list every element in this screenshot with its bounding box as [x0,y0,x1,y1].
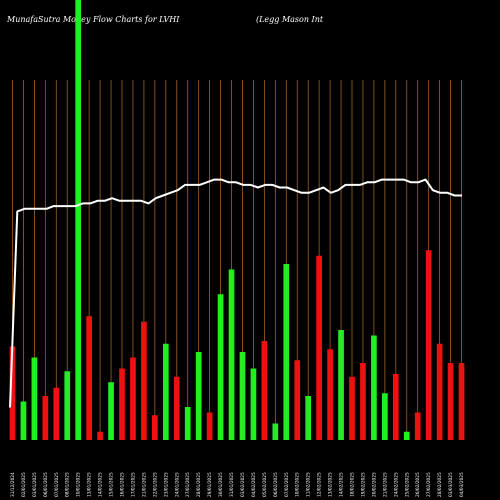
x-tick-label: 03/03/2025 [448,472,454,497]
x-tick-label: 10/02/2025 [295,472,301,497]
money-flow-bar [195,352,202,440]
money-flow-bar [173,376,180,440]
money-flow-bar [64,371,71,440]
x-tick-label: 15/01/2025 [109,472,115,497]
money-flow-bar [425,250,432,440]
money-flow-bar [349,376,355,440]
money-flow-bar [272,423,279,440]
x-tick-label: 12/02/2025 [317,472,323,497]
x-tick-label: 14/01/2025 [98,472,104,497]
x-tick-label: 05/02/2025 [262,472,268,497]
x-tick-label: 17/01/2025 [131,472,137,497]
x-tick-label: 28/02/2025 [437,472,443,497]
x-tick-label: 04/02/2025 [251,472,257,497]
x-tick-label: 11/02/2025 [306,472,312,497]
money-flow-bar [152,415,158,440]
x-tick-label: 23/01/2025 [163,472,169,497]
chart-title: MunafaSutra Money Flow Charts for LVHI [6,15,180,24]
money-flow-bar [371,335,377,440]
x-tick-label: 31/12/2024 [10,472,16,497]
money-flow-bars [9,0,465,440]
money-flow-bar [108,382,114,440]
x-tick-label: 31/01/2025 [229,472,235,497]
x-tick-label: 18/02/2025 [350,472,356,497]
price-line-layer [9,178,462,408]
money-flow-bar [283,264,290,440]
money-flow-bar [86,316,92,440]
money-flow-bar [447,363,454,440]
money-flow-bar [414,412,421,440]
money-flow-bar [392,374,399,440]
money-flow-bar [42,396,49,440]
x-tick-label: 25/02/2025 [404,472,410,497]
money-flow-bar [119,368,125,440]
x-tick-label: 03/01/2025 [32,472,38,497]
money-flow-bar [31,357,38,440]
money-flow-bar [436,343,443,440]
money-flow-bar [184,407,191,440]
x-tick-label: 02/01/2025 [21,472,27,497]
money-flow-bar [261,341,268,440]
money-flow-bar [162,343,169,440]
money-flow-bar [403,431,410,440]
money-flow-bar [239,352,246,440]
money-flow-bar [206,412,213,440]
money-flow-bar [130,357,136,440]
x-tick-label: 27/02/2025 [426,472,432,497]
x-tick-label: 06/02/2025 [273,472,279,497]
money-flow-bar [327,349,333,440]
money-flow-bar [316,255,322,440]
x-tick-label: 29/01/2025 [207,472,213,497]
x-tick-label: 14/02/2025 [339,472,345,497]
price-line [9,178,462,408]
x-tick-label: 13/02/2025 [328,472,334,497]
chart-subtitle: (Legg Mason Int [256,15,324,24]
money-flow-bar [217,294,224,440]
x-tick-label: 06/01/2025 [43,472,49,497]
money-flow-bar [20,401,27,440]
x-tick-label: 26/02/2025 [415,472,421,497]
x-tick-label: 20/02/2025 [371,472,377,497]
money-flow-bar [141,321,147,440]
money-flow-bar [305,396,312,440]
x-tick-label: 03/02/2025 [240,472,246,497]
x-tick-label: 22/01/2025 [152,472,158,497]
x-tick-label: 27/01/2025 [185,472,191,497]
x-tick-label: 19/02/2025 [361,472,367,497]
x-tick-label: 28/01/2025 [196,472,202,497]
money-flow-bar [97,431,103,440]
money-flow-bar [228,269,235,440]
money-flow-bar [458,363,465,440]
money-flow-bar [294,360,301,440]
x-tick-label: 10/01/2025 [76,472,82,497]
money-flow-bar [338,330,344,440]
x-tick-label: 21/02/2025 [382,472,388,497]
x-tick-label: 07/01/2025 [54,472,60,497]
x-tick-label: 16/01/2025 [120,472,126,497]
x-tick-label: 24/01/2025 [174,472,180,497]
money-flow-bar [250,368,257,440]
money-flow-bar [9,346,16,440]
money-flow-bar [53,387,60,440]
x-tick-label: 30/01/2025 [218,472,224,497]
money-flow-bar [382,393,388,440]
x-tick-label: 24/02/2025 [393,472,399,497]
x-tick-label: 04/03/2025 [459,472,465,497]
x-tick-label: 07/02/2025 [284,472,290,497]
x-tick-label: 21/01/2025 [141,472,147,497]
x-tick-labels: 31/12/2024 02/01/2025 03/01/2025 06/01/2025… [10,472,465,497]
money-flow-bar [360,363,366,440]
x-tick-label: 08/01/2025 [65,472,71,497]
money-flow-bar [75,0,82,440]
x-tick-label: 13/01/2025 [87,472,93,497]
